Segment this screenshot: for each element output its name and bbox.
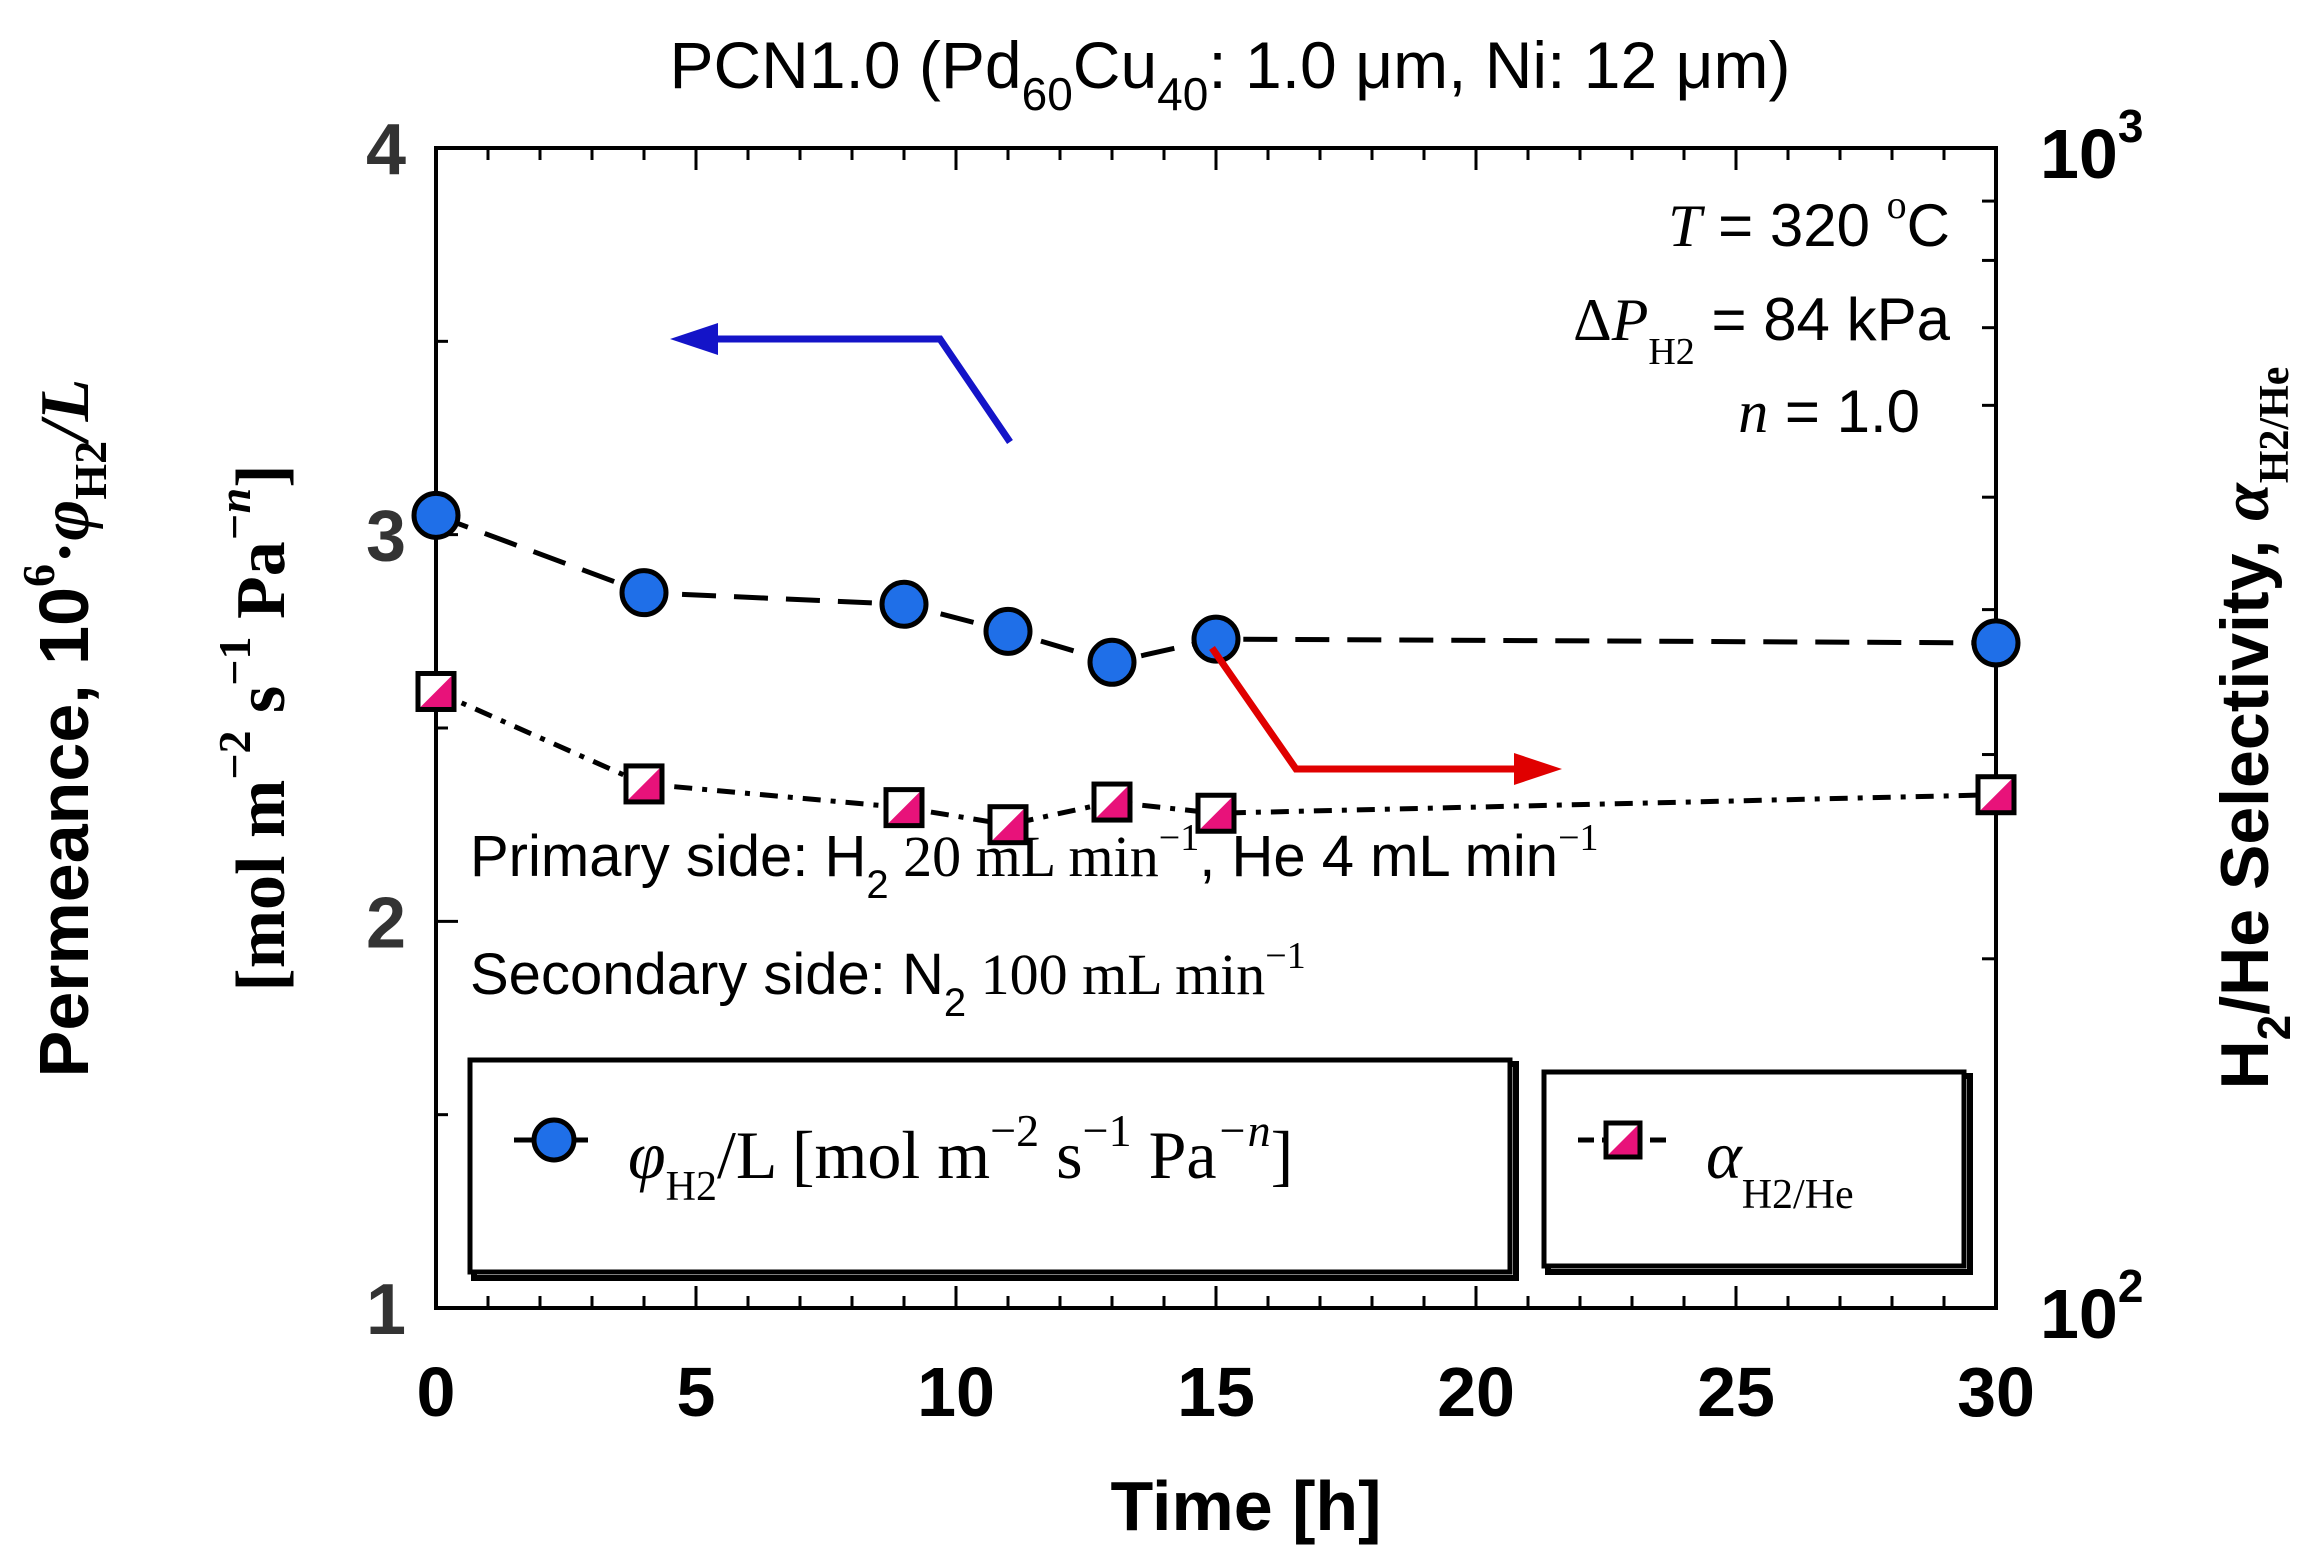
annotation-secondary-side: Secondary side: N2 100 mL min−1 <box>470 935 1306 1025</box>
selectivity-point-fill <box>1978 776 2014 813</box>
selectivity-point <box>623 763 665 805</box>
selectivity-point <box>1195 792 1237 834</box>
x-tick-label: 25 <box>1697 1353 1775 1431</box>
selectivity-point <box>1091 781 1133 823</box>
selectivity-point-fill <box>626 765 662 802</box>
annotation-primary-side: Primary side: H2 20 mL min−1, He 4 mL mi… <box>470 817 1599 907</box>
arrow-left-series <box>670 323 1013 444</box>
annotation-temperature: T = 320 oC <box>1668 182 1950 259</box>
annotation-pressure: ΔPH2 = 84 kPa <box>1573 286 1951 373</box>
permeance-point <box>619 568 669 618</box>
selectivity-point-border <box>415 670 457 712</box>
x-tick-label: 20 <box>1437 1353 1515 1431</box>
left-axis-ticks: 1 2 3 4 <box>366 110 458 1350</box>
selectivity-point-fill <box>1094 784 1130 821</box>
legend-label-permeance: φH2/L [mol m−2 s−1 Pa−n] <box>628 1105 1293 1210</box>
arrow-left-series-line <box>718 335 1013 444</box>
legend-entry-permeance: φH2/L [mol m−2 s−1 Pa−n] <box>467 1057 1519 1281</box>
arrow-right-series-line <box>1209 646 1514 773</box>
left-tick-label: 2 <box>366 883 406 963</box>
x-tick-label: 15 <box>1177 1353 1255 1431</box>
selectivity-point <box>415 670 457 712</box>
left-tick-label: 1 <box>366 1270 406 1350</box>
selectivity-point-fill <box>990 806 1026 843</box>
permeance-point <box>411 490 461 540</box>
x-tick-label: 10 <box>917 1353 995 1431</box>
series-markers <box>411 490 2021 846</box>
x-tick-label: 30 <box>1957 1353 2035 1431</box>
selectivity-point-fill <box>1198 795 1234 832</box>
selectivity-point <box>1975 774 2017 816</box>
right-axis-ticks <box>1974 146 1996 1310</box>
right-tick-label-100: 102 <box>2040 1260 2143 1353</box>
permeance-point <box>1971 618 2021 668</box>
arrow-left-series-head <box>670 323 718 355</box>
permeance-point <box>879 579 929 629</box>
selectivity-point-border <box>623 763 665 805</box>
selectivity-point <box>987 804 1029 846</box>
left-tick-label: 3 <box>366 497 406 577</box>
legend-square-marker <box>1603 1120 1643 1160</box>
selectivity-point-border <box>987 804 1029 846</box>
x-tick-label: 0 <box>417 1353 456 1431</box>
permeance-point <box>1191 614 1241 664</box>
arrow-right-series-head <box>1514 753 1562 785</box>
selectivity-point-border <box>1091 781 1133 823</box>
series-lines <box>434 512 1997 828</box>
legend-circle-marker <box>531 1117 577 1163</box>
selectivity-point-border <box>1195 792 1237 834</box>
selectivity-point-border <box>1975 774 2017 816</box>
permeance-point <box>1087 637 1137 687</box>
x-axis-label: Time [h] <box>1111 1467 1382 1545</box>
legend-label-selectivity: αH2/He <box>1706 1117 1854 1218</box>
x-tick-label: 5 <box>677 1353 716 1431</box>
permeance-point <box>983 606 1033 656</box>
x-axis-ticks: 0 5 10 15 20 25 30 <box>417 148 2035 1431</box>
chart-title: PCN1.0 (Pd60Cu40: 1.0 μm, Ni: 12 μm) <box>669 28 1790 120</box>
selectivity-point-fill <box>886 789 922 826</box>
selectivity-point-border <box>883 787 925 829</box>
left-axis-label-line2: [mol m−2 s−1 Pa−n] <box>209 464 300 991</box>
legend-entry-selectivity: αH2/He <box>1541 1069 1973 1275</box>
arrow-right-series <box>1209 646 1562 785</box>
left-axis-label-line1: Permeance, 106·φH2/L <box>13 379 116 1078</box>
left-tick-label: 4 <box>366 110 406 190</box>
annotation-exponent: n = 1.0 <box>1738 378 1920 445</box>
right-tick-label-1000: 103 <box>2040 100 2143 193</box>
selectivity-point <box>883 787 925 829</box>
right-axis-label: H2/He Selectivity, αH2/He <box>2207 367 2300 1090</box>
selectivity-point-fill <box>418 673 454 710</box>
